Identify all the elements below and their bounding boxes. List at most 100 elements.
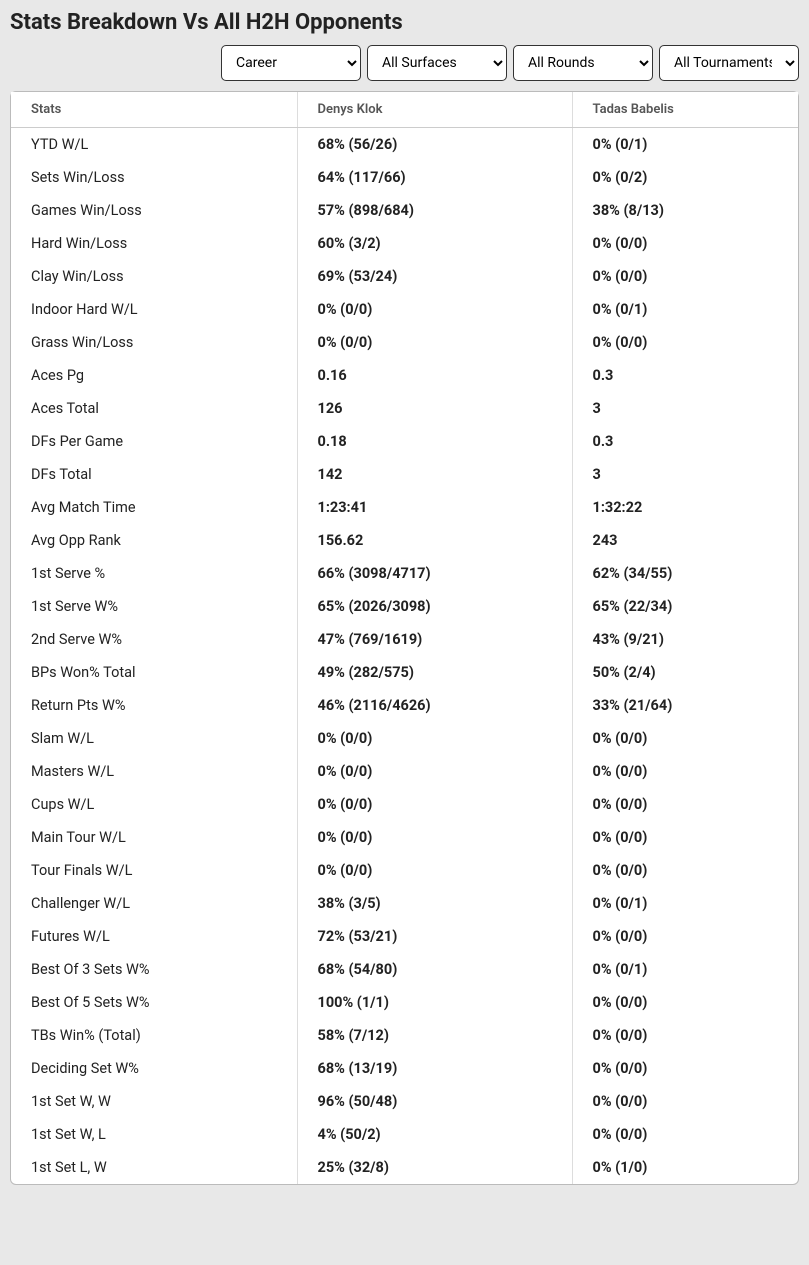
stat-label: YTD W/L — [11, 128, 297, 162]
stat-value-player2: 0% (0/1) — [572, 128, 798, 162]
table-row: YTD W/L68% (56/26)0% (0/1) — [11, 128, 798, 162]
stat-value-player1: 0% (0/0) — [297, 326, 572, 359]
table-row: DFs Total1423 — [11, 458, 798, 491]
table-row: Grass Win/Loss0% (0/0)0% (0/0) — [11, 326, 798, 359]
table-row: 1st Set W, L4% (50/2)0% (0/0) — [11, 1118, 798, 1151]
table-row: Aces Pg0.160.3 — [11, 359, 798, 392]
stat-label: DFs Total — [11, 458, 297, 491]
stat-value-player1: 142 — [297, 458, 572, 491]
table-row: Deciding Set W%68% (13/19)0% (0/0) — [11, 1052, 798, 1085]
stats-table: Stats Denys Klok Tadas Babelis YTD W/L68… — [11, 92, 798, 1184]
stat-label: 1st Serve W% — [11, 590, 297, 623]
stat-label: Tour Finals W/L — [11, 854, 297, 887]
stat-value-player1: 69% (53/24) — [297, 260, 572, 293]
stat-label: 2nd Serve W% — [11, 623, 297, 656]
stat-label: Aces Pg — [11, 359, 297, 392]
stat-value-player2: 0% (0/1) — [572, 293, 798, 326]
stat-value-player1: 58% (7/12) — [297, 1019, 572, 1052]
stat-value-player1: 0% (0/0) — [297, 788, 572, 821]
stat-label: Challenger W/L — [11, 887, 297, 920]
stat-label: Main Tour W/L — [11, 821, 297, 854]
table-row: Masters W/L0% (0/0)0% (0/0) — [11, 755, 798, 788]
stat-value-player1: 68% (56/26) — [297, 128, 572, 162]
table-row: TBs Win% (Total)58% (7/12)0% (0/0) — [11, 1019, 798, 1052]
stat-value-player2: 0.3 — [572, 359, 798, 392]
stat-value-player1: 0% (0/0) — [297, 293, 572, 326]
stat-value-player2: 0% (0/0) — [572, 920, 798, 953]
stat-value-player1: 0.16 — [297, 359, 572, 392]
stat-value-player2: 3 — [572, 392, 798, 425]
stat-value-player1: 47% (769/1619) — [297, 623, 572, 656]
stat-value-player2: 0% (0/0) — [572, 788, 798, 821]
stat-value-player2: 43% (9/21) — [572, 623, 798, 656]
stat-value-player1: 4% (50/2) — [297, 1118, 572, 1151]
stat-label: Slam W/L — [11, 722, 297, 755]
stats-table-container: Stats Denys Klok Tadas Babelis YTD W/L68… — [10, 91, 799, 1185]
stat-value-player2: 0% (0/0) — [572, 1052, 798, 1085]
stat-value-player1: 0.18 — [297, 425, 572, 458]
page-title: Stats Breakdown Vs All H2H Opponents — [10, 10, 799, 35]
stat-value-player2: 0% (0/0) — [572, 260, 798, 293]
stat-value-player2: 0% (0/0) — [572, 326, 798, 359]
stat-value-player2: 0.3 — [572, 425, 798, 458]
stat-value-player1: 0% (0/0) — [297, 854, 572, 887]
table-row: BPs Won% Total49% (282/575)50% (2/4) — [11, 656, 798, 689]
stat-value-player1: 60% (3/2) — [297, 227, 572, 260]
table-row: Main Tour W/L0% (0/0)0% (0/0) — [11, 821, 798, 854]
table-row: Avg Opp Rank156.62243 — [11, 524, 798, 557]
col-header-stats: Stats — [11, 92, 297, 128]
stat-value-player1: 25% (32/8) — [297, 1151, 572, 1184]
stat-value-player1: 68% (13/19) — [297, 1052, 572, 1085]
table-row: Best Of 3 Sets W%68% (54/80)0% (0/1) — [11, 953, 798, 986]
stat-value-player1: 68% (54/80) — [297, 953, 572, 986]
stat-value-player2: 0% (0/1) — [572, 953, 798, 986]
stat-value-player2: 0% (0/1) — [572, 887, 798, 920]
table-row: Return Pts W%46% (2116/4626)33% (21/64) — [11, 689, 798, 722]
stat-value-player1: 100% (1/1) — [297, 986, 572, 1019]
table-row: Games Win/Loss57% (898/684)38% (8/13) — [11, 194, 798, 227]
stat-value-player1: 57% (898/684) — [297, 194, 572, 227]
tournament-select[interactable]: All Tournaments — [659, 45, 799, 81]
surface-select[interactable]: All Surfaces — [367, 45, 507, 81]
stat-label: Grass Win/Loss — [11, 326, 297, 359]
stat-label: Sets Win/Loss — [11, 161, 297, 194]
col-header-player1: Denys Klok — [297, 92, 572, 128]
stat-value-player2: 0% (0/0) — [572, 722, 798, 755]
table-row: Sets Win/Loss64% (117/66)0% (0/2) — [11, 161, 798, 194]
stat-value-player2: 65% (22/34) — [572, 590, 798, 623]
stat-value-player1: 0% (0/0) — [297, 722, 572, 755]
table-row: Aces Total1263 — [11, 392, 798, 425]
stat-value-player2: 62% (34/55) — [572, 557, 798, 590]
stat-value-player2: 50% (2/4) — [572, 656, 798, 689]
table-header-row: Stats Denys Klok Tadas Babelis — [11, 92, 798, 128]
stat-value-player2: 0% (0/0) — [572, 986, 798, 1019]
stat-value-player2: 0% (0/0) — [572, 755, 798, 788]
table-row: 1st Serve W%65% (2026/3098)65% (22/34) — [11, 590, 798, 623]
stat-value-player2: 38% (8/13) — [572, 194, 798, 227]
stat-label: 1st Set W, L — [11, 1118, 297, 1151]
stat-value-player1: 49% (282/575) — [297, 656, 572, 689]
stat-label: Games Win/Loss — [11, 194, 297, 227]
table-row: 1st Set W, W96% (50/48)0% (0/0) — [11, 1085, 798, 1118]
filter-bar: Career All Surfaces All Rounds All Tourn… — [10, 45, 799, 81]
table-row: Avg Match Time1:23:411:32:22 — [11, 491, 798, 524]
table-row: DFs Per Game0.180.3 — [11, 425, 798, 458]
stat-value-player2: 0% (0/2) — [572, 161, 798, 194]
period-select[interactable]: Career — [221, 45, 361, 81]
stat-value-player1: 156.62 — [297, 524, 572, 557]
stat-label: Indoor Hard W/L — [11, 293, 297, 326]
table-row: 1st Serve %66% (3098/4717)62% (34/55) — [11, 557, 798, 590]
stat-label: 1st Set L, W — [11, 1151, 297, 1184]
stat-label: Cups W/L — [11, 788, 297, 821]
stat-label: Return Pts W% — [11, 689, 297, 722]
stat-value-player1: 0% (0/0) — [297, 755, 572, 788]
round-select[interactable]: All Rounds — [513, 45, 653, 81]
table-row: Cups W/L0% (0/0)0% (0/0) — [11, 788, 798, 821]
table-row: Clay Win/Loss69% (53/24)0% (0/0) — [11, 260, 798, 293]
table-row: Slam W/L0% (0/0)0% (0/0) — [11, 722, 798, 755]
stat-value-player2: 0% (0/0) — [572, 1019, 798, 1052]
stat-value-player1: 72% (53/21) — [297, 920, 572, 953]
stat-value-player1: 38% (3/5) — [297, 887, 572, 920]
stat-label: Hard Win/Loss — [11, 227, 297, 260]
stat-value-player1: 46% (2116/4626) — [297, 689, 572, 722]
